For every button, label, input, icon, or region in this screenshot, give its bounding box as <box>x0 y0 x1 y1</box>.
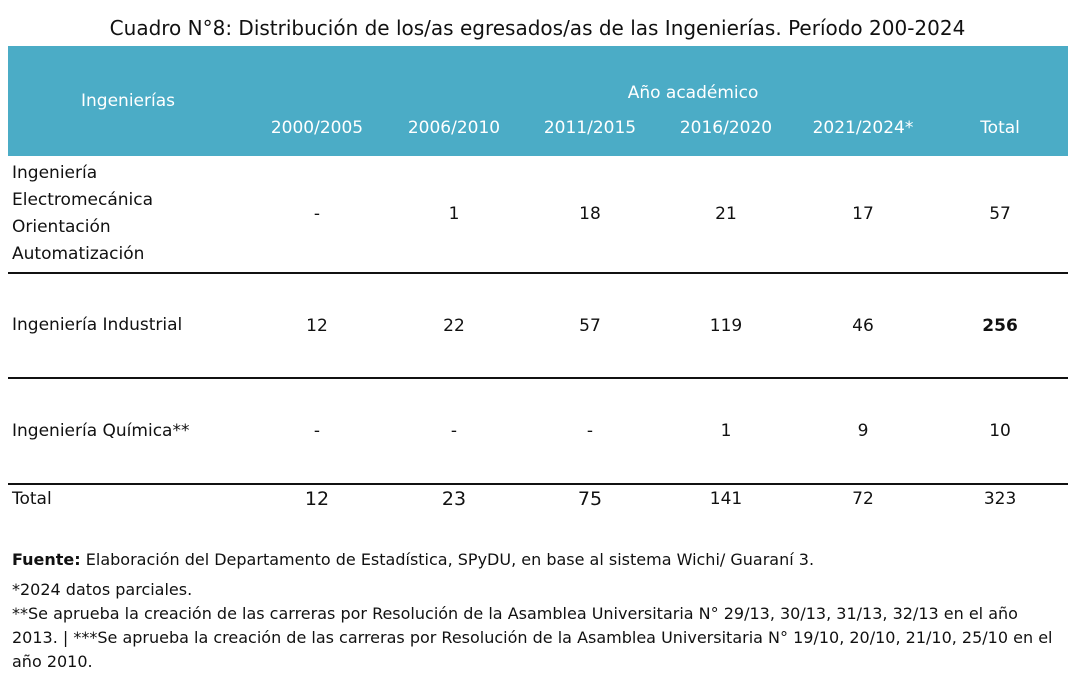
column-header: 2006/2010 <box>386 103 522 156</box>
table-title: Cuadro N°8: Distribución de los/as egres… <box>109 16 966 40</box>
total-cell: 23 <box>441 488 467 510</box>
row-label: Ingeniería Química** <box>8 378 248 485</box>
column-header: 2016/2020 <box>658 103 794 156</box>
footnote-partial-data: *2024 datos parciales. <box>12 580 193 599</box>
header-year-group-label: Año académico <box>627 83 759 103</box>
table-cell: 1 <box>386 156 522 274</box>
table-cell: 9 <box>794 378 932 485</box>
table-cell: 57 <box>522 273 658 379</box>
table-cell: - <box>248 156 386 274</box>
column-header: 2021/2024* <box>794 103 932 156</box>
table-cell: 18 <box>522 156 658 274</box>
table-cell: 21 <box>658 156 794 274</box>
row-label: Ingeniería Industrial <box>8 273 248 379</box>
table-cell: - <box>386 378 522 485</box>
table-row: Ingeniería Industrial 12 22 57 119 46 25… <box>8 273 1069 379</box>
table-cell: 22 <box>386 273 522 379</box>
column-header: Total <box>932 103 1069 156</box>
total-cell: 72 <box>852 489 874 509</box>
row-label-text: Ingeniería Electromecánica Orientación A… <box>12 163 153 264</box>
table-cell: - <box>522 378 658 485</box>
source-note: Fuente: Elaboración del Departamento de … <box>12 548 1062 572</box>
header-year-group: Año académico <box>248 46 1069 103</box>
source-label: Fuente: <box>12 550 81 569</box>
table-cell-total: 256 <box>932 273 1069 379</box>
graduates-table: Ingenierías Año académico 2000/2005 2006… <box>8 46 1069 513</box>
table-cell: 12 <box>248 273 386 379</box>
total-cell: 323 <box>983 489 1017 509</box>
table-cell: 46 <box>794 273 932 379</box>
header-ingenierias: Ingenierías <box>8 46 248 156</box>
table-row: Ingeniería Electromecánica Orientación A… <box>8 156 1069 274</box>
table-cell: 1 <box>658 378 794 485</box>
table-cell: 17 <box>794 156 932 274</box>
column-header: 2011/2015 <box>522 103 658 156</box>
total-cell: 75 <box>577 488 603 510</box>
total-cell: 141 <box>709 489 743 509</box>
table-cell-total: 57 <box>932 156 1069 274</box>
table-cell-total: 10 <box>932 378 1069 485</box>
total-cell: 12 <box>304 488 330 510</box>
data-table-container: Ingenierías Año académico 2000/2005 2006… <box>8 46 1069 513</box>
total-row-label: Total <box>12 488 52 509</box>
footnote-resolutions: **Se aprueba la creación de las carreras… <box>12 604 1053 671</box>
column-header: 2000/2005 <box>248 103 386 156</box>
table-cell: 119 <box>658 273 794 379</box>
row-label: Ingeniería Electromecánica Orientación A… <box>8 156 248 274</box>
table-notes: Fuente: Elaboración del Departamento de … <box>12 548 1062 674</box>
table-cell: - <box>248 378 386 485</box>
table-row: Ingeniería Química** - - - 1 9 10 <box>8 378 1069 485</box>
source-text: Elaboración del Departamento de Estadíst… <box>80 550 815 569</box>
total-row: Total 12 23 75 141 72 323 <box>8 484 1068 513</box>
